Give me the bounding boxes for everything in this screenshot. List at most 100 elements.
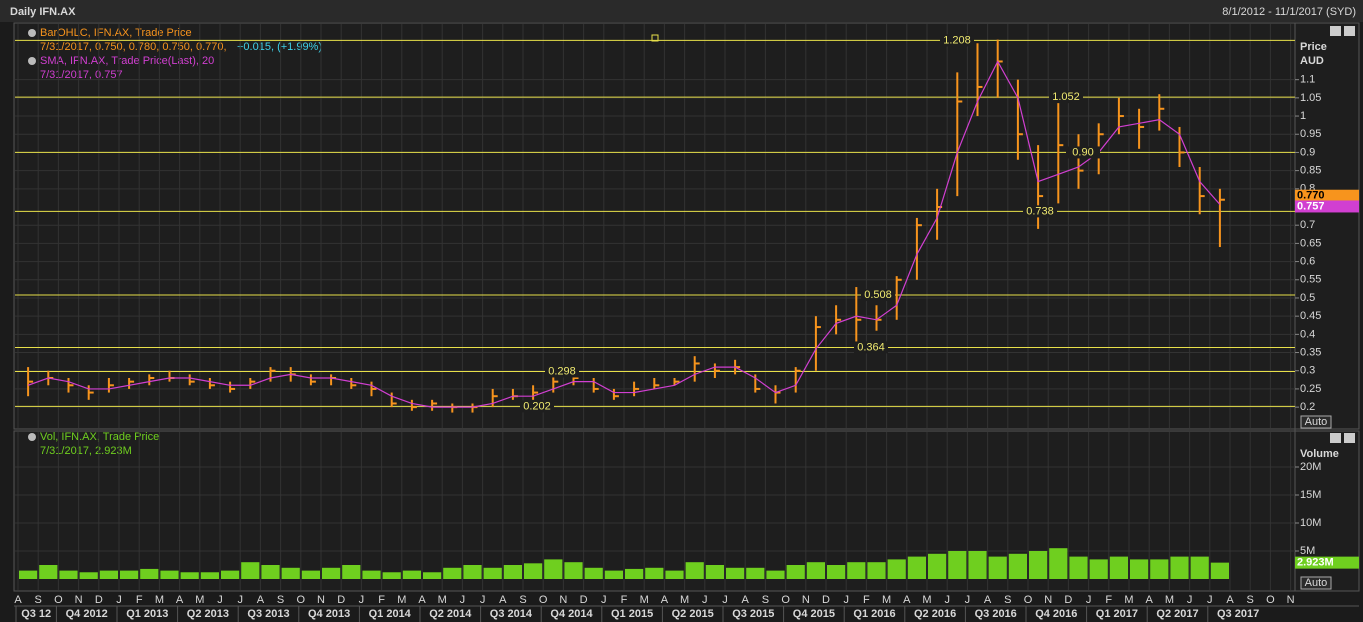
volume-bar xyxy=(322,567,341,579)
volume-bar xyxy=(806,562,825,579)
x-tick-label: J xyxy=(1187,594,1193,606)
x-tick-label: F xyxy=(1105,594,1112,606)
volume-bar xyxy=(1049,548,1068,579)
level-label: 0.298 xyxy=(548,365,576,377)
x-tick-label: A xyxy=(418,594,426,606)
auto-button[interactable] xyxy=(1300,415,1332,429)
auto-label[interactable]: Auto xyxy=(1305,416,1328,428)
y-tick-label: 0.4 xyxy=(1300,328,1315,340)
legend-name: SMA, IFN.AX, Trade Price(Last), 20 xyxy=(40,55,214,67)
x-tick-label: M xyxy=(922,594,931,606)
quarter-label: Q4 2016 xyxy=(1035,608,1077,620)
volume-bar xyxy=(726,567,745,579)
volume-bar xyxy=(887,559,906,579)
last-badge-label: 0.770 xyxy=(1297,190,1325,202)
volume-bar xyxy=(645,567,664,579)
x-tick-label: S xyxy=(1247,594,1254,606)
legend-icon[interactable] xyxy=(28,57,36,65)
volume-bar xyxy=(99,570,118,579)
last-badge-label: 2.923M xyxy=(1297,557,1334,569)
y-tick-label: 0.85 xyxy=(1300,165,1321,177)
close-button[interactable] xyxy=(1344,26,1355,36)
x-tick-label: D xyxy=(1064,594,1072,606)
volume-bar xyxy=(907,556,926,579)
quarter-label: Q2 2013 xyxy=(187,608,229,620)
legend-name: Vol, IFN.AX, Trade Price xyxy=(40,431,159,443)
quarter-label: Q3 2014 xyxy=(490,608,533,620)
close-button[interactable] xyxy=(1344,433,1355,443)
y-tick-label: 10M xyxy=(1300,517,1321,529)
y-tick-label: 0.25 xyxy=(1300,383,1321,395)
level-label-bg xyxy=(861,289,895,302)
quarter-label: Q3 2017 xyxy=(1217,608,1259,620)
x-tick-label: M xyxy=(195,594,204,606)
volume-bar xyxy=(746,567,765,579)
volume-bar xyxy=(544,559,563,579)
price-panel xyxy=(13,22,1360,430)
x-tick-label: N xyxy=(317,594,325,606)
x-tick-label: J xyxy=(965,594,971,606)
volume-bar xyxy=(443,567,462,579)
legend-icon[interactable] xyxy=(28,433,36,441)
x-tick-label: N xyxy=(1044,594,1052,606)
y-tick-label: 0.7 xyxy=(1300,219,1315,231)
x-tick-label: N xyxy=(75,594,83,606)
volume-bar xyxy=(362,570,381,579)
x-tick-label: A xyxy=(1146,594,1154,606)
legend-icon[interactable] xyxy=(28,29,36,37)
last-badge xyxy=(1295,189,1359,202)
chart-title: Daily IFN.AX xyxy=(10,6,76,18)
x-tick-label: S xyxy=(35,594,42,606)
volume-bar xyxy=(928,553,947,579)
x-tick-label: M xyxy=(680,594,689,606)
x-tick-label: O xyxy=(781,594,790,606)
volume-bar xyxy=(948,551,967,579)
x-tick-label: J xyxy=(1207,594,1213,606)
volume-bar xyxy=(39,565,58,579)
x-tick-label: A xyxy=(257,594,265,606)
volume-bar xyxy=(584,567,603,579)
volume-bar xyxy=(120,570,139,579)
x-tick-label: F xyxy=(136,594,143,606)
y-tick-label: 20M xyxy=(1300,461,1321,473)
auto-label[interactable]: Auto xyxy=(1305,577,1328,589)
volume-bar xyxy=(988,556,1007,579)
x-tick-label: J xyxy=(843,594,849,606)
x-tick-label: S xyxy=(277,594,284,606)
x-tick-label: J xyxy=(702,594,708,606)
x-tick-label: F xyxy=(378,594,385,606)
volume-bar xyxy=(281,567,300,579)
volume-bar xyxy=(685,562,704,579)
x-tick-label: A xyxy=(499,594,507,606)
level-label-bg xyxy=(1023,205,1057,218)
quarter-label: Q1 2016 xyxy=(853,608,895,620)
quarter-label: Q1 2013 xyxy=(126,608,168,620)
x-tick-label: J xyxy=(217,594,223,606)
x-tick-label: D xyxy=(337,594,345,606)
restore-button[interactable] xyxy=(1330,433,1341,443)
volume-bar xyxy=(766,570,785,579)
volume-bar xyxy=(867,562,886,579)
y-tick-label: 15M xyxy=(1300,489,1321,501)
x-tick-label: N xyxy=(802,594,810,606)
y-tick-label: 1.1 xyxy=(1300,74,1315,86)
quarter-label: Q3 2013 xyxy=(247,608,289,620)
x-tick-label: M xyxy=(640,594,649,606)
volume-bar xyxy=(59,570,78,579)
x-tick-label: J xyxy=(460,594,466,606)
level-label: 0.364 xyxy=(857,341,885,353)
y-tick-label: 0.3 xyxy=(1300,365,1315,377)
x-tick-label: A xyxy=(984,594,992,606)
x-tick-label: D xyxy=(580,594,588,606)
x-tick-label: M xyxy=(1165,594,1174,606)
sma-line xyxy=(27,60,1221,408)
legend-values: 7/31/2017, 2.923M xyxy=(40,445,132,457)
volume-bar xyxy=(786,565,805,579)
x-tick-label: J xyxy=(601,594,607,606)
restore-button[interactable] xyxy=(1330,26,1341,36)
volume-bar xyxy=(261,565,280,579)
handle[interactable] xyxy=(651,34,659,42)
x-tick-label: N xyxy=(1287,594,1295,606)
x-tick-label: F xyxy=(621,594,628,606)
auto-button[interactable] xyxy=(1300,576,1332,590)
